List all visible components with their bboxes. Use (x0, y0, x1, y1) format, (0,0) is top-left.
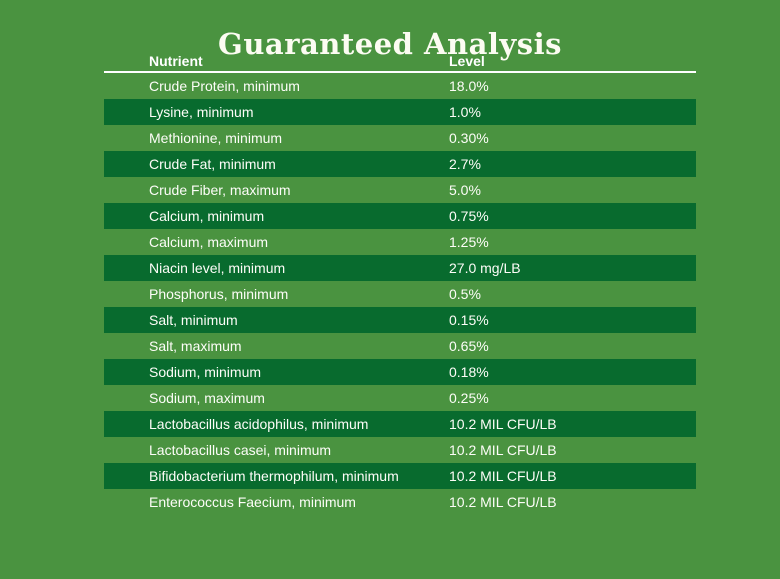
nutrient-cell: Crude Fiber, maximum (149, 181, 291, 198)
level-cell: 10.2 MIL CFU/LB (449, 493, 557, 510)
table-row: Salt, minimum 0.15% (104, 307, 696, 333)
table-row: Lysine, minimum 1.0% (104, 99, 696, 125)
table-row: Sodium, minimum 0.18% (104, 359, 696, 385)
level-cell: 0.18% (449, 363, 489, 380)
table-row: Lactobacillus casei, minimum 10.2 MIL CF… (104, 437, 696, 463)
level-cell: 0.75% (449, 207, 489, 224)
nutrient-column-header: Nutrient (149, 53, 203, 69)
table-row: Methionine, minimum 0.30% (104, 125, 696, 151)
table-row: Enterococcus Faecium, minimum 10.2 MIL C… (104, 489, 696, 515)
level-cell: 1.0% (449, 103, 481, 120)
table-row: Niacin level, minimum 27.0 mg/LB (104, 255, 696, 281)
level-cell: 10.2 MIL CFU/LB (449, 415, 557, 432)
nutrient-cell: Lactobacillus casei, minimum (149, 441, 332, 458)
level-cell: 18.0% (449, 77, 489, 94)
table-body: Crude Protein, minimum 18.0% Lysine, min… (104, 73, 696, 515)
level-cell: 5.0% (449, 181, 481, 198)
table-row: Salt, maximum 0.65% (104, 333, 696, 359)
level-cell: 0.5% (449, 285, 481, 302)
level-cell: 0.65% (449, 337, 489, 354)
table-row: Sodium, maximum 0.25% (104, 385, 696, 411)
level-cell: 10.2 MIL CFU/LB (449, 441, 557, 458)
level-cell: 0.30% (449, 129, 489, 146)
guaranteed-analysis-table: Nutrient Level Crude Protein, minimum 18… (104, 51, 696, 515)
nutrient-cell: Calcium, minimum (149, 207, 265, 224)
level-cell: 0.15% (449, 311, 489, 328)
nutrient-cell: Crude Protein, minimum (149, 77, 300, 94)
nutrient-cell: Bifidobacterium thermophilum, minimum (149, 467, 399, 484)
nutrient-cell: Crude Fat, minimum (149, 155, 276, 172)
table-row: Calcium, minimum 0.75% (104, 203, 696, 229)
page-title: Guaranteed Analysis (218, 27, 562, 61)
table-row: Lactobacillus acidophilus, minimum 10.2 … (104, 411, 696, 437)
nutrient-cell: Lysine, minimum (149, 103, 254, 120)
level-cell: 0.25% (449, 389, 489, 406)
table-row: Crude Fiber, maximum 5.0% (104, 177, 696, 203)
nutrient-cell: Sodium, maximum (149, 389, 265, 406)
level-column-header: Level (449, 53, 485, 69)
table-row: Bifidobacterium thermophilum, minimum 10… (104, 463, 696, 489)
level-cell: 2.7% (449, 155, 481, 172)
level-cell: 1.25% (449, 233, 489, 250)
table-row: Crude Fat, minimum 2.7% (104, 151, 696, 177)
nutrient-cell: Enterococcus Faecium, minimum (149, 493, 356, 510)
nutrient-cell: Sodium, minimum (149, 363, 262, 380)
table-header: Nutrient Level (104, 51, 696, 73)
nutrient-cell: Salt, minimum (149, 311, 238, 328)
table-row: Calcium, maximum 1.25% (104, 229, 696, 255)
nutrient-cell: Salt, maximum (149, 337, 242, 354)
table-row: Phosphorus, minimum 0.5% (104, 281, 696, 307)
table-row: Crude Protein, minimum 18.0% (104, 73, 696, 99)
nutrient-cell: Phosphorus, minimum (149, 285, 289, 302)
nutrient-cell: Calcium, maximum (149, 233, 269, 250)
nutrient-cell: Methionine, minimum (149, 129, 283, 146)
level-cell: 10.2 MIL CFU/LB (449, 467, 557, 484)
nutrient-cell: Niacin level, minimum (149, 259, 286, 276)
nutrient-cell: Lactobacillus acidophilus, minimum (149, 415, 369, 432)
level-cell: 27.0 mg/LB (449, 259, 521, 276)
